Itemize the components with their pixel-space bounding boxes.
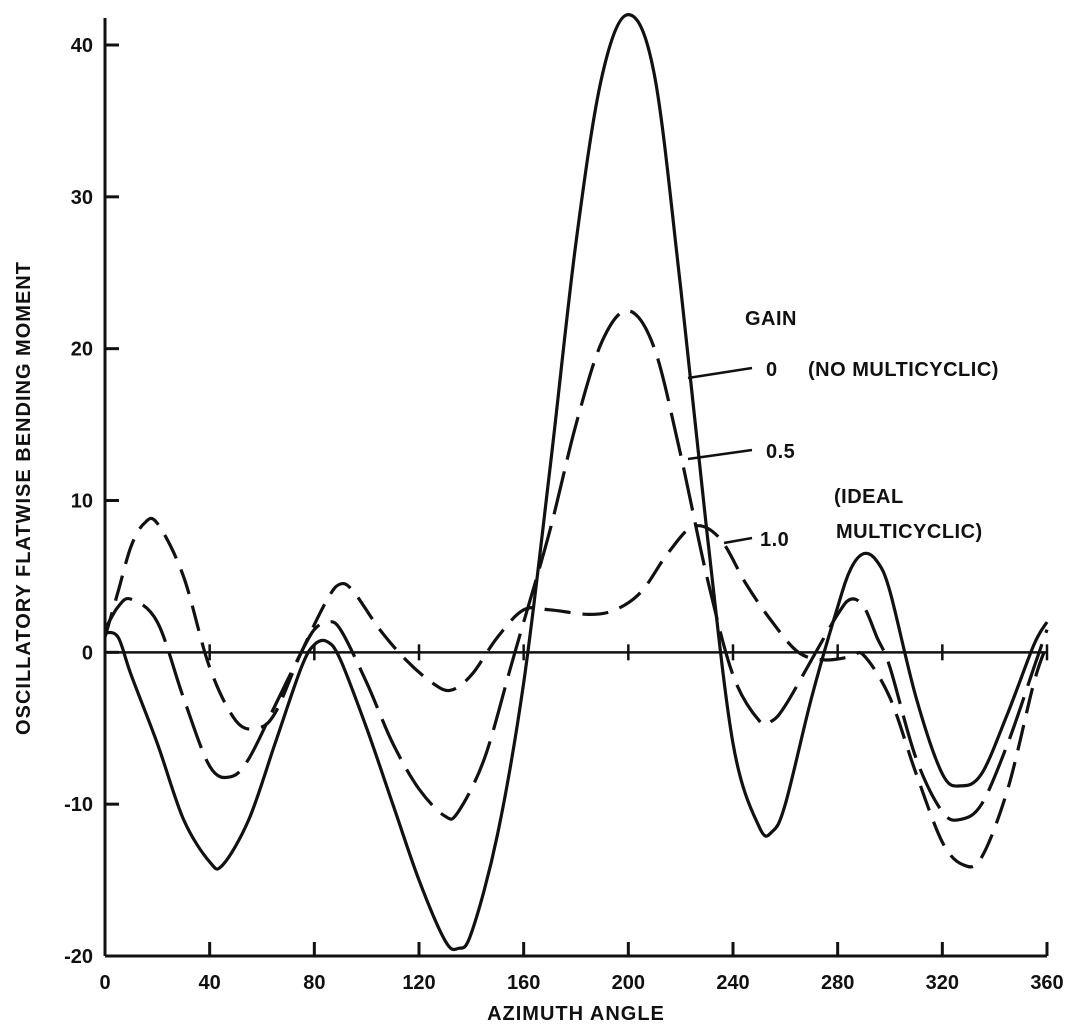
tick-labels: -20 -10 0 10 20 30 40 0 40 80 120 160 200 240 280 320 36… bbox=[64, 35, 1064, 994]
series-line-1 bbox=[103, 309, 1049, 822]
legend-label-0: 0 bbox=[766, 359, 778, 381]
x-axis-title: AZIMUTH ANGLE bbox=[487, 1003, 665, 1025]
x-tick-label: 240 bbox=[716, 972, 749, 994]
legend-title: GAIN bbox=[745, 308, 797, 330]
legend-annotation-2-line1: (IDEAL bbox=[834, 486, 904, 508]
legend-label-2: 1.0 bbox=[760, 529, 789, 551]
legend-label-1: 0.5 bbox=[766, 441, 795, 463]
leader-line-1 bbox=[687, 448, 753, 461]
x-tick-label: 40 bbox=[199, 972, 221, 994]
leader-line-0 bbox=[687, 366, 753, 380]
y-tick-label: 40 bbox=[71, 35, 93, 57]
series-line-0 bbox=[104, 13, 1049, 952]
y-tick-label: -20 bbox=[64, 946, 93, 968]
x-tick-label: 360 bbox=[1030, 972, 1063, 994]
y-tick-label: 10 bbox=[71, 491, 93, 513]
x-tick-label: 200 bbox=[612, 972, 645, 994]
leader-line-2 bbox=[723, 536, 753, 545]
x-tick-label: 320 bbox=[926, 972, 959, 994]
legend-annotation-0: (NO MULTICYCLIC) bbox=[808, 359, 999, 381]
x-tick-label: 160 bbox=[507, 972, 540, 994]
y-tick-label: 0 bbox=[82, 642, 93, 664]
legend-annotation-2-line2: MULTICYCLIC) bbox=[836, 521, 983, 543]
legend: GAIN 0 (NO MULTICYCLIC) 0.5 1.0 (IDEAL MULTICY… bbox=[687, 308, 999, 551]
y-tick-label: -10 bbox=[64, 794, 93, 816]
x-tick-label: 80 bbox=[303, 972, 325, 994]
x-tick-label: 0 bbox=[99, 972, 110, 994]
y-axis-title: OSCILLATORY FLATWISE BENDING MOMENT bbox=[13, 261, 35, 735]
y-tick-label: 20 bbox=[71, 339, 93, 361]
axes bbox=[103, 18, 1047, 958]
x-tick-label: 120 bbox=[402, 972, 435, 994]
x-tick-label: 280 bbox=[821, 972, 854, 994]
tick-marks bbox=[103, 43, 1049, 958]
series-curves bbox=[103, 13, 1049, 952]
series-line-2 bbox=[103, 516, 1049, 869]
y-tick-label: 30 bbox=[71, 187, 93, 209]
